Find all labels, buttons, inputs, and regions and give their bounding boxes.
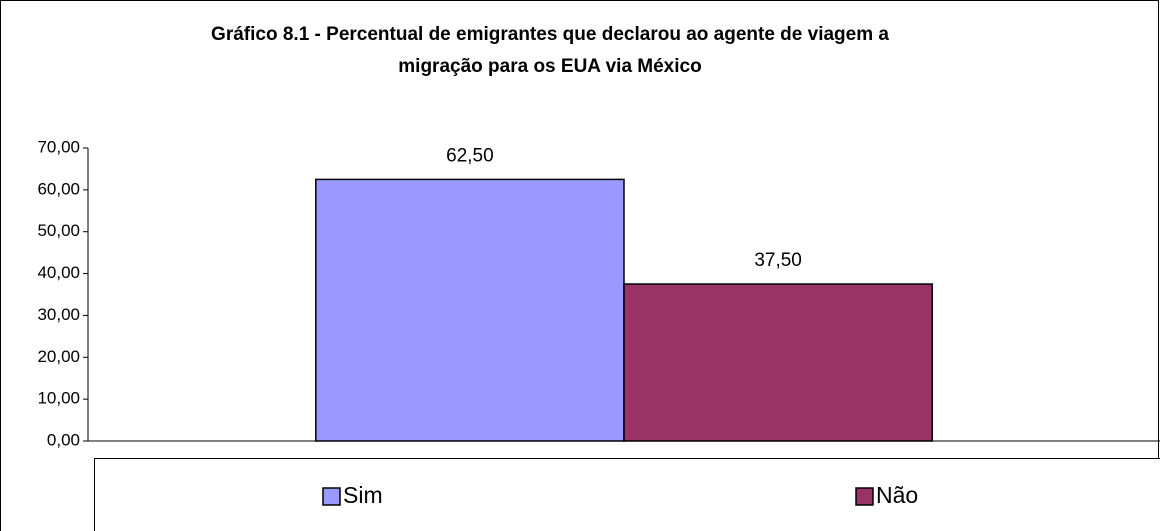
legend-label: Sim — [343, 482, 383, 508]
y-tick-label: 60,00 — [37, 179, 80, 198]
bar — [315, 178, 625, 442]
data-label: 62,50 — [446, 145, 494, 166]
legend-swatch — [322, 487, 341, 506]
bar — [623, 283, 933, 442]
legend-box — [94, 458, 1160, 531]
legend-swatch — [855, 487, 874, 506]
y-tick-label: 50,00 — [37, 221, 80, 240]
chart-title: migração para os EUA via México — [398, 56, 701, 77]
y-tick-label: 30,00 — [37, 305, 80, 324]
y-tick-label: 0,00 — [47, 430, 80, 449]
legend-label: Não — [876, 482, 918, 508]
y-tick-label: 70,00 — [37, 137, 80, 156]
y-tick-label: 40,00 — [37, 263, 80, 282]
chart-title: Gráfico 8.1 - Percentual de emigrantes q… — [211, 24, 889, 45]
y-tick-label: 10,00 — [37, 389, 80, 408]
data-label: 37,50 — [754, 250, 802, 271]
y-tick-label: 20,00 — [37, 347, 80, 366]
